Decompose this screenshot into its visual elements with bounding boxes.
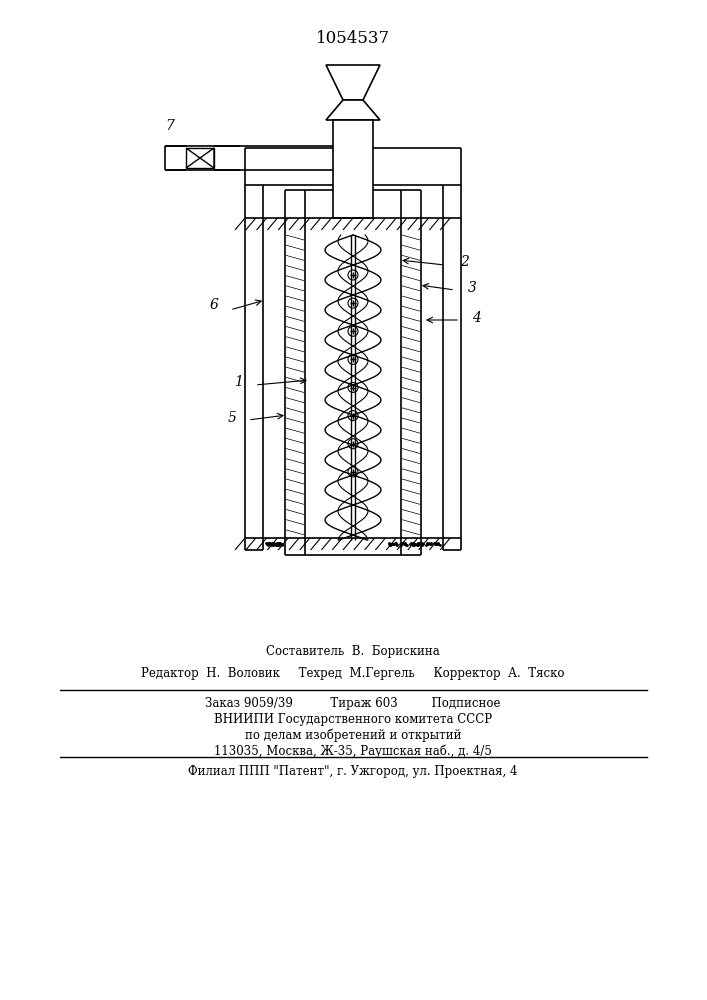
Bar [333,120,373,218]
Bar [186,148,214,168]
Polygon shape [326,65,380,100]
Text: 1054537: 1054537 [316,30,390,47]
Text: 1: 1 [234,375,243,389]
Text: 6: 6 [209,298,218,312]
Text: ВНИИПИ Государственного комитета СССР: ВНИИПИ Государственного комитета СССР [214,713,492,726]
Text: 7: 7 [165,119,175,133]
Text: 3: 3 [468,281,477,295]
Text: 4: 4 [472,311,481,325]
Text: по делам изобретений и открытий: по делам изобретений и открытий [245,729,461,742]
Text: 113035, Москва, Ж-35, Раушская наб., д. 4/5: 113035, Москва, Ж-35, Раушская наб., д. … [214,745,492,758]
Text: Заказ 9059/39          Тираж 603         Подписное: Заказ 9059/39 Тираж 603 Подписное [205,697,501,710]
Text: 2: 2 [460,255,469,269]
Text: 5: 5 [228,411,237,425]
Polygon shape [326,100,380,120]
Text: Редактор  Н.  Воловик     Техред  М.Гергель     Корректор  А.  Тяско: Редактор Н. Воловик Техред М.Гергель Кор… [141,667,565,680]
Text: Филиал ППП "Патент", г. Ужгород, ул. Проектная, 4: Филиал ППП "Патент", г. Ужгород, ул. Про… [188,765,518,778]
Text: Составитель  В.  Борискина: Составитель В. Борискина [266,645,440,658]
